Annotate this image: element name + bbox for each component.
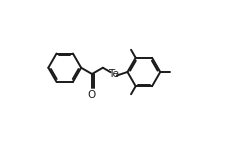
Text: O: O bbox=[88, 90, 96, 100]
Text: Te: Te bbox=[108, 69, 119, 79]
